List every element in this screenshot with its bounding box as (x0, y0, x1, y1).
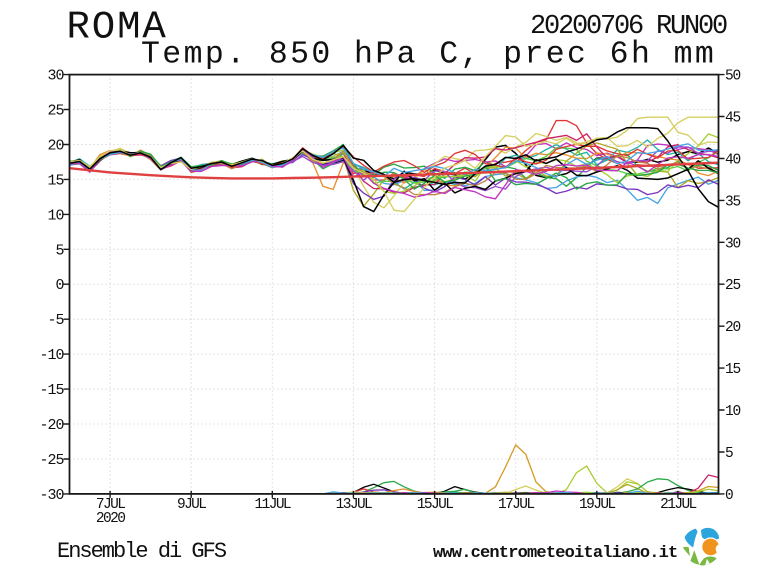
svg-text:19JUL: 19JUL (579, 497, 615, 513)
svg-text:45: 45 (725, 111, 741, 127)
svg-text:-10: -10 (39, 347, 64, 364)
svg-text:Temp. 850 hPa C, prec 6h mm: Temp. 850 hPa C, prec 6h mm (141, 38, 716, 73)
svg-text:50: 50 (725, 69, 741, 85)
svg-text:-25: -25 (39, 452, 64, 469)
svg-text:25: 25 (47, 103, 64, 120)
svg-text:40: 40 (725, 153, 741, 169)
svg-text:0: 0 (55, 277, 64, 294)
svg-text:20: 20 (725, 320, 741, 336)
svg-text:15: 15 (725, 362, 741, 378)
svg-text:-20: -20 (39, 417, 64, 434)
svg-text:7JUL: 7JUL (96, 497, 125, 513)
svg-text:25: 25 (725, 278, 741, 294)
svg-text:17JUL: 17JUL (498, 497, 534, 513)
svg-text:2020: 2020 (96, 511, 125, 527)
svg-text:15JUL: 15JUL (417, 497, 453, 513)
svg-text:13JUL: 13JUL (336, 497, 372, 513)
svg-text:-15: -15 (39, 382, 64, 399)
svg-text:-5: -5 (47, 312, 64, 329)
svg-text:0: 0 (725, 488, 733, 504)
svg-text:30: 30 (725, 236, 741, 252)
svg-text:9JUL: 9JUL (177, 497, 206, 513)
svg-text:10: 10 (725, 404, 741, 420)
svg-text:11JUL: 11JUL (255, 497, 291, 513)
svg-text:21JUL: 21JUL (660, 497, 696, 513)
svg-text:15: 15 (47, 172, 64, 189)
svg-text:30: 30 (47, 68, 64, 85)
svg-text:ROMA: ROMA (67, 6, 168, 50)
svg-text:www.centrometeoitaliano.it: www.centrometeoitaliano.it (433, 544, 677, 563)
svg-text:10: 10 (47, 207, 64, 224)
svg-text:35: 35 (725, 194, 741, 210)
svg-text:20200706 RUN00: 20200706 RUN00 (530, 12, 727, 42)
svg-text:20: 20 (47, 138, 64, 155)
svg-text:-30: -30 (39, 487, 64, 504)
svg-text:5: 5 (725, 446, 733, 462)
svg-text:5: 5 (55, 242, 64, 259)
svg-text:Ensemble di GFS: Ensemble di GFS (57, 539, 227, 564)
